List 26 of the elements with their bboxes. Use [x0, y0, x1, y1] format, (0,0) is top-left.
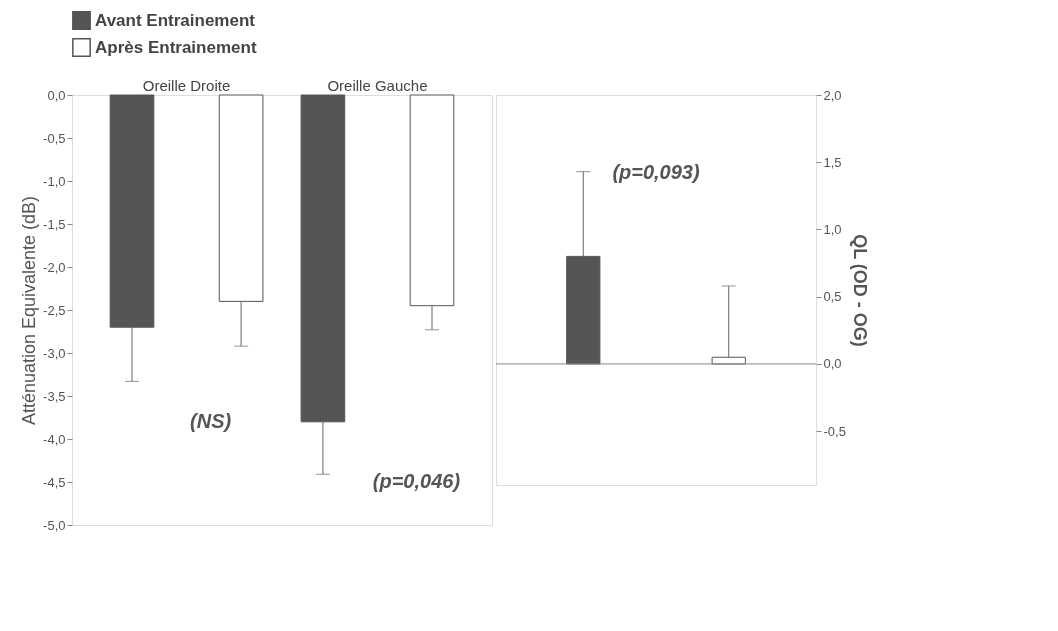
y-tick-label: -1,5: [43, 216, 66, 232]
annotation: (NS): [190, 409, 232, 432]
y-tick-label: -0,5: [43, 130, 66, 146]
y-tick-label: -0,5: [823, 423, 846, 439]
legend-label: Avant Entrainement: [95, 10, 256, 30]
y-tick-label: -1,0: [43, 173, 66, 189]
y-tick-label: -4,5: [43, 474, 66, 490]
y-tick-label: -3,0: [43, 345, 66, 361]
y-tick-label: 1,0: [823, 221, 842, 237]
y-tick-label: -2,0: [43, 259, 66, 275]
y-axis-title: QL (OD - OG): [849, 234, 870, 347]
x-tick-label: Oreille Gauche: [327, 76, 428, 94]
y-tick-label: 2,0: [823, 87, 842, 103]
legend-label: Après Entrainement: [95, 37, 257, 57]
y-axis-title: Atténuation Equivalente (dB): [19, 195, 40, 426]
y-tick-label: -3,5: [43, 388, 66, 404]
y-tick-label: 0,5: [823, 289, 842, 305]
x-tick-label: Oreille Droite: [142, 76, 231, 94]
y-tick-label: -5,0: [43, 517, 66, 533]
y-tick-label: 0,0: [47, 87, 66, 103]
y-tick-label: 0,0: [823, 356, 842, 372]
y-tick-label: -2,5: [43, 302, 66, 318]
y-tick-label: -4,0: [43, 431, 66, 447]
y-tick-label: 1,5: [823, 154, 842, 170]
annotation: (p=0,046): [372, 470, 461, 492]
annotation: (p=0,093): [612, 161, 700, 183]
